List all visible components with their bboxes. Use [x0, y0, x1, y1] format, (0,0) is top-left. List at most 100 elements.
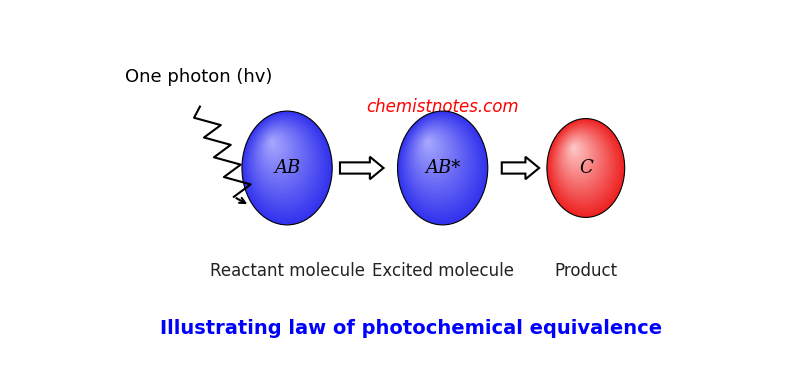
- Text: Reactant molecule: Reactant molecule: [209, 262, 364, 280]
- Ellipse shape: [417, 131, 447, 169]
- Ellipse shape: [560, 133, 598, 182]
- Ellipse shape: [549, 121, 619, 210]
- Ellipse shape: [572, 146, 574, 149]
- Ellipse shape: [403, 117, 475, 208]
- Ellipse shape: [409, 123, 463, 191]
- Ellipse shape: [548, 121, 621, 213]
- Ellipse shape: [262, 132, 290, 166]
- Ellipse shape: [570, 144, 577, 154]
- Ellipse shape: [561, 134, 597, 180]
- Ellipse shape: [408, 122, 465, 194]
- Ellipse shape: [563, 137, 591, 173]
- Ellipse shape: [267, 137, 279, 152]
- Ellipse shape: [418, 132, 445, 166]
- Ellipse shape: [397, 111, 487, 225]
- Ellipse shape: [411, 126, 457, 183]
- Ellipse shape: [257, 127, 299, 180]
- Ellipse shape: [566, 140, 585, 163]
- Text: One photon (hv): One photon (hv): [125, 68, 273, 86]
- Ellipse shape: [243, 112, 330, 222]
- Ellipse shape: [265, 135, 283, 158]
- Ellipse shape: [413, 127, 455, 180]
- Ellipse shape: [261, 130, 294, 172]
- Ellipse shape: [254, 124, 306, 189]
- Ellipse shape: [551, 123, 615, 206]
- Ellipse shape: [423, 137, 435, 152]
- Ellipse shape: [401, 115, 479, 214]
- Ellipse shape: [565, 139, 586, 166]
- Ellipse shape: [405, 119, 471, 203]
- Text: Product: Product: [553, 262, 617, 280]
- Ellipse shape: [399, 113, 483, 219]
- Ellipse shape: [269, 139, 275, 147]
- Ellipse shape: [248, 117, 320, 208]
- Text: AB*: AB*: [424, 159, 460, 177]
- Ellipse shape: [569, 142, 581, 159]
- Ellipse shape: [250, 120, 314, 200]
- Ellipse shape: [547, 119, 622, 215]
- Ellipse shape: [244, 113, 328, 219]
- Ellipse shape: [554, 127, 609, 196]
- Ellipse shape: [564, 138, 589, 170]
- Text: Excited molecule: Excited molecule: [371, 262, 513, 280]
- Ellipse shape: [270, 140, 273, 144]
- Ellipse shape: [556, 129, 605, 192]
- Ellipse shape: [558, 132, 600, 184]
- Ellipse shape: [411, 125, 459, 186]
- FancyArrow shape: [501, 157, 538, 179]
- Ellipse shape: [263, 133, 287, 163]
- FancyArrow shape: [339, 157, 383, 179]
- Text: chemistnotes.com: chemistnotes.com: [366, 98, 518, 116]
- Ellipse shape: [404, 118, 473, 205]
- Ellipse shape: [257, 126, 302, 183]
- Ellipse shape: [266, 136, 282, 155]
- Ellipse shape: [419, 134, 441, 161]
- Ellipse shape: [424, 139, 431, 147]
- Ellipse shape: [245, 114, 326, 217]
- Ellipse shape: [422, 136, 436, 155]
- Ellipse shape: [565, 138, 588, 168]
- Ellipse shape: [406, 120, 469, 200]
- Ellipse shape: [415, 129, 451, 175]
- Text: AB: AB: [273, 159, 300, 177]
- Ellipse shape: [546, 119, 624, 217]
- Ellipse shape: [557, 130, 603, 189]
- Ellipse shape: [549, 123, 617, 208]
- Ellipse shape: [246, 116, 322, 211]
- Ellipse shape: [421, 135, 439, 158]
- Ellipse shape: [253, 122, 310, 194]
- Ellipse shape: [569, 143, 580, 156]
- Ellipse shape: [249, 119, 316, 203]
- Ellipse shape: [265, 134, 286, 161]
- Ellipse shape: [571, 145, 576, 152]
- Ellipse shape: [398, 112, 485, 222]
- Ellipse shape: [407, 121, 467, 197]
- Ellipse shape: [252, 121, 311, 197]
- Ellipse shape: [555, 128, 607, 194]
- Ellipse shape: [415, 130, 449, 172]
- Ellipse shape: [414, 128, 453, 177]
- Ellipse shape: [423, 138, 432, 149]
- Ellipse shape: [261, 131, 291, 169]
- Ellipse shape: [249, 118, 318, 205]
- Ellipse shape: [552, 124, 614, 203]
- Ellipse shape: [402, 116, 477, 211]
- Ellipse shape: [557, 131, 602, 187]
- Ellipse shape: [241, 111, 332, 225]
- Ellipse shape: [259, 129, 295, 175]
- Ellipse shape: [426, 140, 428, 144]
- Ellipse shape: [400, 114, 481, 217]
- Ellipse shape: [253, 123, 307, 191]
- Ellipse shape: [561, 135, 595, 177]
- Ellipse shape: [553, 125, 612, 201]
- Ellipse shape: [567, 141, 583, 161]
- Text: C: C: [578, 159, 592, 177]
- Ellipse shape: [562, 136, 593, 175]
- Ellipse shape: [258, 128, 298, 177]
- Ellipse shape: [419, 133, 443, 163]
- Ellipse shape: [255, 125, 303, 186]
- Ellipse shape: [245, 115, 324, 214]
- Ellipse shape: [553, 126, 610, 199]
- Ellipse shape: [268, 138, 277, 149]
- Text: Illustrating law of photochemical equivalence: Illustrating law of photochemical equiva…: [160, 319, 662, 338]
